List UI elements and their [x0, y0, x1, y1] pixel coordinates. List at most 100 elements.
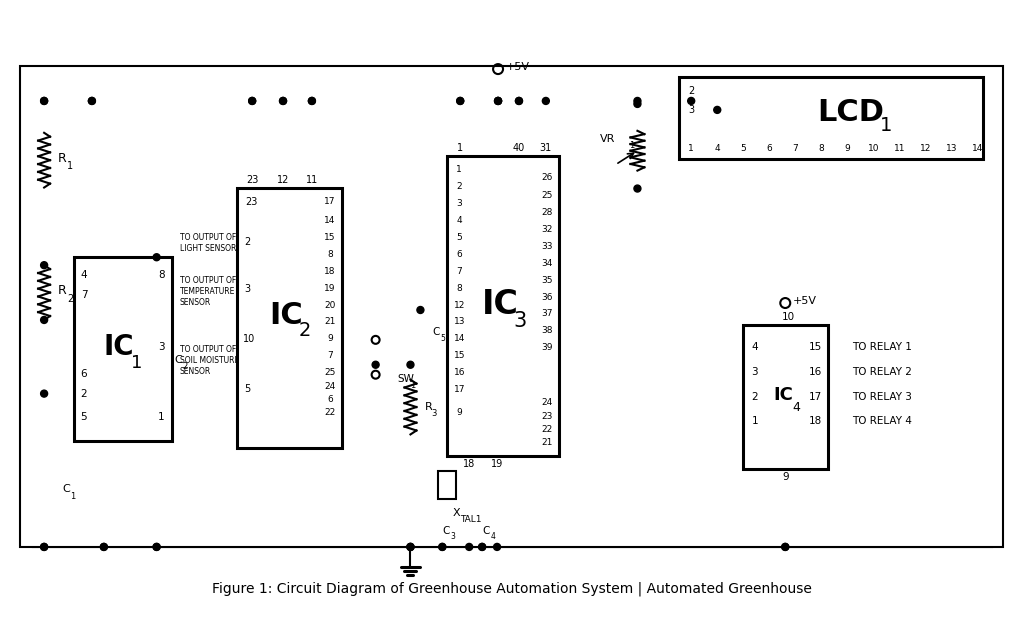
Text: TO RELAY 2: TO RELAY 2: [852, 366, 912, 377]
Text: 3: 3: [688, 105, 694, 115]
Circle shape: [100, 544, 108, 550]
Circle shape: [154, 254, 160, 261]
Text: 4: 4: [457, 216, 462, 225]
Text: 4: 4: [81, 270, 87, 280]
Text: VR: VR: [600, 134, 615, 144]
Text: 33: 33: [541, 242, 553, 251]
Circle shape: [280, 97, 287, 104]
Text: 23: 23: [246, 175, 258, 184]
Text: 2: 2: [67, 294, 73, 304]
Text: 3: 3: [752, 366, 758, 377]
Circle shape: [41, 97, 47, 104]
Text: R: R: [57, 284, 67, 297]
Text: 1: 1: [70, 492, 75, 500]
Text: 3: 3: [451, 532, 456, 542]
Text: Figure 1: Circuit Diagram of Greenhouse Automation System | Automated Greenhouse: Figure 1: Circuit Diagram of Greenhouse …: [212, 581, 812, 596]
Circle shape: [478, 544, 485, 550]
Text: 14: 14: [454, 334, 465, 344]
Text: 5: 5: [457, 233, 462, 242]
Text: TAL1: TAL1: [460, 515, 481, 524]
Text: 38: 38: [541, 326, 553, 336]
Text: 2: 2: [457, 182, 462, 191]
Circle shape: [249, 97, 256, 104]
Text: 32: 32: [541, 225, 553, 234]
Text: 1: 1: [630, 141, 635, 150]
Text: 15: 15: [454, 351, 465, 360]
Text: 25: 25: [541, 191, 553, 200]
Text: 24: 24: [542, 398, 553, 407]
Text: 17: 17: [809, 392, 822, 402]
Text: 1: 1: [880, 117, 892, 135]
Text: 4: 4: [752, 342, 758, 352]
Text: TO RELAY 1: TO RELAY 1: [852, 342, 912, 352]
Text: 3: 3: [513, 311, 526, 331]
Text: 14: 14: [972, 144, 984, 153]
Text: 1: 1: [752, 416, 758, 426]
Text: 2: 2: [182, 362, 187, 371]
Text: 9: 9: [457, 408, 462, 417]
Text: +5V: +5V: [794, 296, 817, 306]
Circle shape: [714, 106, 721, 114]
Text: LIGHT SENSOR: LIGHT SENSOR: [179, 244, 236, 253]
Text: TO OUTPUT OF: TO OUTPUT OF: [179, 233, 236, 242]
Text: 10: 10: [781, 312, 795, 322]
Text: 21: 21: [325, 317, 336, 326]
Text: +5V: +5V: [506, 62, 530, 72]
Text: 6: 6: [81, 369, 87, 379]
Circle shape: [249, 97, 256, 104]
Text: 19: 19: [324, 284, 336, 292]
Text: 12: 12: [454, 300, 465, 310]
Text: LCD: LCD: [817, 98, 885, 127]
Circle shape: [495, 97, 502, 104]
Bar: [238, 188, 342, 449]
Text: SOIL MOISTURE: SOIL MOISTURE: [179, 356, 239, 365]
Text: 5: 5: [740, 144, 746, 153]
Text: R: R: [424, 402, 432, 412]
Text: 15: 15: [809, 342, 822, 352]
Circle shape: [308, 97, 315, 104]
Text: 35: 35: [541, 276, 553, 284]
Text: 25: 25: [325, 368, 336, 377]
Text: 6: 6: [327, 395, 333, 404]
Circle shape: [88, 97, 95, 104]
Circle shape: [495, 97, 502, 104]
Text: SENSOR: SENSOR: [179, 367, 211, 376]
Bar: [679, 77, 983, 159]
Text: 13: 13: [454, 317, 465, 326]
Text: 19: 19: [490, 459, 503, 470]
Text: 10: 10: [868, 144, 880, 153]
Text: SENSOR: SENSOR: [179, 297, 211, 307]
Text: 7: 7: [81, 290, 87, 300]
Text: 8: 8: [818, 144, 824, 153]
Text: X: X: [453, 508, 460, 518]
Text: 3: 3: [159, 342, 165, 352]
Text: 17: 17: [324, 197, 336, 206]
Text: 24: 24: [325, 382, 336, 391]
Text: 18: 18: [809, 416, 822, 426]
Circle shape: [308, 97, 315, 104]
Bar: [20, 66, 1002, 547]
Text: 12: 12: [276, 175, 289, 184]
Text: 6: 6: [767, 144, 772, 153]
Text: 28: 28: [541, 208, 553, 217]
Circle shape: [688, 97, 694, 104]
Text: 1: 1: [457, 165, 462, 174]
Text: 1: 1: [688, 144, 694, 153]
Text: 39: 39: [541, 343, 553, 352]
Text: 3: 3: [431, 408, 437, 418]
Text: 4: 4: [715, 144, 720, 153]
Circle shape: [515, 97, 522, 104]
Circle shape: [41, 97, 47, 104]
Text: 16: 16: [454, 368, 465, 377]
Circle shape: [41, 544, 47, 550]
Text: IC: IC: [103, 333, 134, 362]
Circle shape: [280, 97, 287, 104]
Circle shape: [407, 544, 414, 550]
Text: IC: IC: [481, 288, 518, 320]
Circle shape: [372, 362, 379, 368]
Circle shape: [515, 97, 522, 104]
Text: C: C: [442, 526, 450, 536]
Circle shape: [41, 544, 47, 550]
Text: 2: 2: [752, 392, 758, 402]
Text: 9: 9: [782, 472, 788, 482]
